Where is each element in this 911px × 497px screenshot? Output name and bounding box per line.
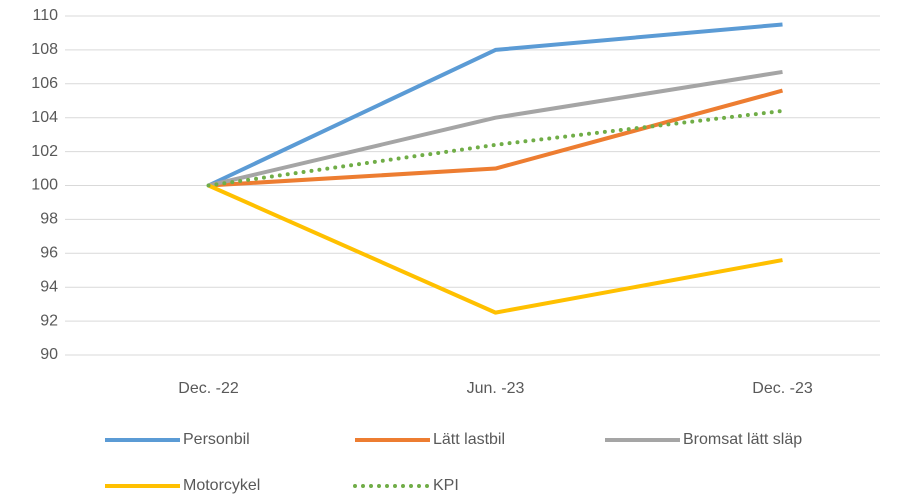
legend-label: KPI xyxy=(433,477,459,494)
legend-label: Bromsat lätt släp xyxy=(683,431,802,448)
y-tick-label: 102 xyxy=(31,143,58,160)
legend-label: Motorcykel xyxy=(183,477,260,494)
y-tick-label: 110 xyxy=(32,7,58,24)
series-line xyxy=(207,22,783,188)
y-tick-label: 98 xyxy=(40,211,58,228)
y-tick-label: 106 xyxy=(31,75,58,92)
series-line xyxy=(207,183,783,315)
x-tick-label: Dec. -23 xyxy=(752,380,813,397)
x-tick-label: Jun. -23 xyxy=(467,380,525,397)
y-tick-label: 104 xyxy=(31,109,58,126)
y-tick-label: 94 xyxy=(40,278,58,295)
y-tick-label: 108 xyxy=(31,41,58,58)
legend-label: Personbil xyxy=(183,431,250,448)
y-tick-label: 100 xyxy=(31,177,58,194)
series-line xyxy=(208,88,784,188)
series-line xyxy=(206,108,785,188)
y-tick-label: 96 xyxy=(40,245,58,262)
y-tick-label: 90 xyxy=(40,346,58,363)
y-tick-label: 92 xyxy=(40,312,58,329)
legend-label: Lätt lastbil xyxy=(433,431,505,448)
x-tick-label: Dec. -22 xyxy=(178,380,239,397)
series-line xyxy=(208,69,783,188)
